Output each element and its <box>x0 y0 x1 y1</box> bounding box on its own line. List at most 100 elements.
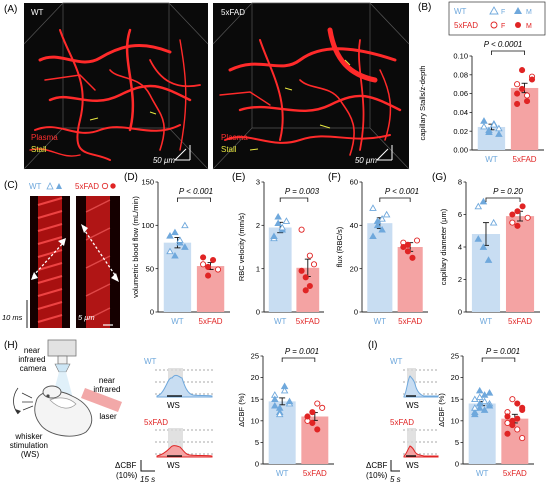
data-point <box>504 430 511 437</box>
data-point <box>171 251 179 259</box>
bar-5xfad <box>510 87 539 150</box>
chart-stalls: 0.00 0.02 0.04 0.06 0.08 0.10 capillary Stalls… <box>418 40 544 164</box>
data-point <box>369 204 377 211</box>
trace-time-label: 15 s <box>140 475 155 484</box>
y-tick-label: 0.04 <box>453 108 468 117</box>
time-scale-label: 10 ms <box>2 313 23 322</box>
panel-label-b: (B) <box>418 2 431 13</box>
laser-label-line: infrared <box>93 385 120 394</box>
x-tick-label: WT <box>476 469 489 478</box>
panel-label-c: (C) <box>4 180 18 191</box>
male-5xfad-marker-icon <box>110 183 116 189</box>
legend-b: WT F M 5xFAD F M <box>448 1 546 36</box>
data-point <box>285 397 294 405</box>
data-point <box>176 236 184 243</box>
legend-5xfad: 5xFAD <box>75 182 99 191</box>
data-point <box>271 401 279 409</box>
data-point <box>314 426 321 433</box>
wt-trace-h <box>155 368 213 398</box>
laser-label-line: near <box>99 376 115 385</box>
chart-cbf-i: 0 5 10 15 20 25 ΔCBF (%) WT 5xFAD P = 0.001 <box>437 347 534 478</box>
male-wt-marker-icon <box>514 7 522 14</box>
data-point <box>504 413 511 420</box>
data-point <box>369 232 377 240</box>
panel-label-f: (F) <box>328 172 341 183</box>
data-point <box>489 218 498 226</box>
data-point <box>519 203 526 210</box>
data-point <box>480 406 489 413</box>
data-point <box>209 256 217 264</box>
trace-y-unit-line: (10%) <box>366 471 388 480</box>
data-point <box>509 417 516 424</box>
panel-label-e: (E) <box>232 172 245 183</box>
data-point <box>474 202 483 210</box>
scale-bar-label: 50 μm <box>153 156 176 165</box>
wt-image-label: WT <box>31 8 44 17</box>
data-point <box>282 217 291 224</box>
data-point <box>181 243 189 250</box>
bar-wt <box>268 401 296 464</box>
y-tick-label: 0.06 <box>453 89 468 98</box>
y-tick-label: 50 <box>146 264 154 273</box>
y-tick-label: 0.08 <box>453 70 468 79</box>
data-point <box>509 211 516 218</box>
significance-bracket <box>281 357 316 362</box>
trace-ws-label: WS <box>406 461 419 470</box>
data-point <box>171 228 179 236</box>
trace-ws-label: WS <box>167 461 180 470</box>
trace-wt-label: WT <box>390 357 403 366</box>
y-axis-label: ΔCBF (%) <box>237 393 246 427</box>
y-axis-label: volumetric blood flow (mL/min) <box>131 196 140 298</box>
data-point <box>475 386 484 394</box>
bar-5xfad <box>505 216 535 312</box>
trace-y-unit-line: (10%) <box>116 471 138 480</box>
bar-wt <box>268 227 292 312</box>
x-tick-label: WT <box>485 155 498 164</box>
y-tick-label: 4 <box>458 243 462 252</box>
x-tick-label: 5xFAD <box>503 469 527 478</box>
data-point <box>302 274 309 281</box>
data-point <box>378 225 386 233</box>
y-tick-label: 20 <box>251 373 259 382</box>
x-tick-label: 5xFAD <box>513 155 537 164</box>
setup-illustration <box>13 339 122 437</box>
trace-scale-bar <box>390 460 400 472</box>
data-point <box>475 393 484 400</box>
legend-wt: WT <box>454 7 467 16</box>
data-point <box>181 221 189 229</box>
legend-female: F <box>501 23 505 30</box>
y-axis-label: ΔCBF (%) <box>437 393 446 427</box>
data-point <box>514 208 521 215</box>
data-point <box>471 404 479 411</box>
data-point <box>298 226 305 233</box>
trace-ws-label: WS <box>167 401 180 410</box>
data-point <box>490 120 498 128</box>
data-point <box>495 130 503 137</box>
data-point <box>523 98 531 105</box>
trace-y-unit: ΔCBF (10%) <box>115 461 139 480</box>
laser-label: near infrared laser <box>93 376 122 421</box>
panel-label-a: (A) <box>4 4 17 15</box>
y-tick-label: 1 <box>256 264 260 273</box>
wt-3d-image <box>23 2 209 170</box>
y-tick-label: 60 <box>350 178 358 187</box>
5xfad-3d-image <box>212 2 410 170</box>
data-point <box>519 435 526 442</box>
data-point <box>382 210 391 218</box>
laser-label-line: laser <box>99 412 117 421</box>
legend-female: F <box>501 9 505 16</box>
data-point <box>270 232 278 240</box>
y-tick-label: 10 <box>451 416 459 425</box>
x-tick-label: 5xFAD <box>398 317 422 326</box>
data-point <box>480 397 489 405</box>
data-point <box>479 243 488 250</box>
y-axis-label: flux (RBC/s) <box>335 226 344 267</box>
y-tick-label: 0 <box>256 308 260 317</box>
data-point <box>485 389 494 396</box>
y-tick-label: 0 <box>354 308 358 317</box>
y-tick-label: 20 <box>350 264 358 273</box>
data-point <box>409 254 416 261</box>
significance-bracket <box>177 197 211 202</box>
5xfad-trace-i <box>403 428 439 458</box>
